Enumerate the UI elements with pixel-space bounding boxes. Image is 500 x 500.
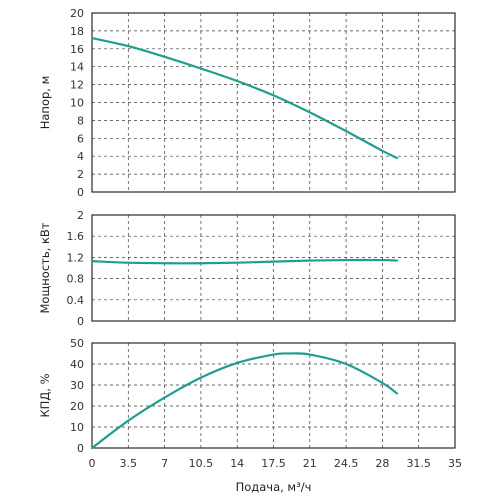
head-y-tick-label: 16 xyxy=(70,43,84,56)
efficiency-y-tick-label: 10 xyxy=(70,421,84,434)
efficiency-curve xyxy=(90,352,399,450)
x-tick-label: 10.5 xyxy=(189,457,214,470)
x-tick-label: 14 xyxy=(230,457,244,470)
x-tick-label: 21 xyxy=(303,457,317,470)
head-y-tick-label: 18 xyxy=(70,25,84,38)
efficiency-plot-frame xyxy=(91,342,456,449)
x-tick-label: 3.5 xyxy=(120,457,138,470)
x-tick-label: 35 xyxy=(448,457,462,470)
efficiency-y-tick-label: 20 xyxy=(70,400,84,413)
power-y-tick-label: 0.8 xyxy=(67,273,85,286)
head-y-tick-label: 6 xyxy=(77,132,84,145)
efficiency-y-axis-label: КПД, % xyxy=(38,373,52,417)
efficiency-y-tick-label: 30 xyxy=(70,379,84,392)
power-y-tick-label: 1.2 xyxy=(67,251,85,264)
head-y-tick-label: 12 xyxy=(70,79,84,92)
head-y-tick-label: 20 xyxy=(70,7,84,20)
head-plot-frame xyxy=(91,12,456,193)
x-tick-label: 24.5 xyxy=(334,457,359,470)
power-y-tick-label: 1.6 xyxy=(67,230,85,243)
efficiency-y-tick-label: 40 xyxy=(70,358,84,371)
x-tick-label: 0 xyxy=(89,457,96,470)
head-y-axis-label: Напор, м xyxy=(38,76,52,130)
power-y-axis-label: Мощность, кВт xyxy=(38,222,52,313)
power-y-tick-label: 0 xyxy=(77,315,84,328)
efficiency-y-tick-label: 50 xyxy=(70,337,84,350)
efficiency-y-tick-label: 0 xyxy=(77,442,84,455)
head-y-tick-label: 10 xyxy=(70,97,84,110)
power-y-tick-label: 2 xyxy=(77,209,84,222)
head-y-tick-label: 8 xyxy=(77,114,84,127)
x-tick-label: 17.5 xyxy=(261,457,286,470)
head-curve xyxy=(90,36,399,160)
head-y-tick-label: 0 xyxy=(77,186,84,199)
x-tick-label: 28 xyxy=(375,457,389,470)
power-plot-frame xyxy=(91,214,456,322)
x-tick-label: 31.5 xyxy=(406,457,431,470)
x-axis-label: Подача, м³/ч xyxy=(236,480,312,494)
head-y-tick-label: 4 xyxy=(77,150,84,163)
x-tick-label: 7 xyxy=(161,457,168,470)
head-y-tick-label: 14 xyxy=(70,61,84,74)
power-y-tick-label: 0.4 xyxy=(67,294,85,307)
power-curve xyxy=(90,258,399,265)
head-y-tick-label: 2 xyxy=(77,168,84,181)
